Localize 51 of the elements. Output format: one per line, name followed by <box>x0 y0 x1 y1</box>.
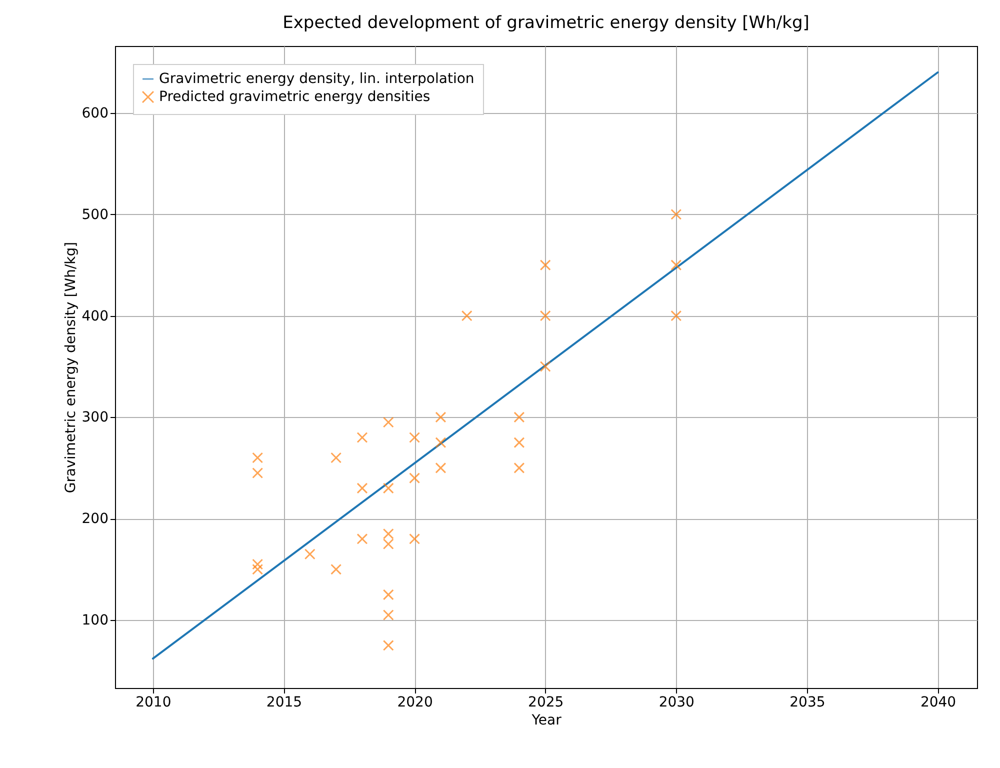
point <box>382 640 394 651</box>
y-tick-label: 300 <box>82 410 108 426</box>
x-tick-label: 2015 <box>266 694 302 710</box>
point <box>461 310 472 322</box>
point <box>382 589 394 600</box>
point <box>304 548 316 560</box>
point <box>382 482 394 494</box>
point <box>382 528 394 540</box>
x-tick-label: 2035 <box>790 694 826 710</box>
point <box>382 609 394 620</box>
point <box>252 564 264 575</box>
y-tick-label: 600 <box>82 105 108 122</box>
point <box>514 437 525 448</box>
x-axis-title: Year <box>530 712 562 728</box>
chart-title: Expected development of gravimetric energy density [Wh/kg] <box>282 13 810 33</box>
point <box>540 260 551 271</box>
point <box>670 310 682 322</box>
x-tick-label: 2030 <box>658 694 694 710</box>
point <box>540 361 551 372</box>
x-tick-label: 2040 <box>920 694 956 710</box>
point <box>435 412 446 423</box>
y-tick-label: 200 <box>82 511 108 528</box>
point <box>409 432 420 443</box>
x-tick-label: 2025 <box>528 694 564 710</box>
point <box>514 462 525 474</box>
point <box>409 472 420 484</box>
y-tick-label: 100 <box>82 612 108 629</box>
point <box>356 432 368 443</box>
point <box>356 482 368 494</box>
x-tick-label: 2010 <box>136 694 172 710</box>
point <box>330 564 342 575</box>
point <box>670 208 682 220</box>
point <box>435 437 446 448</box>
point <box>382 538 394 550</box>
point <box>540 310 551 322</box>
y-axis-title: Gravimetric energy density [Wh/kg] <box>62 242 79 494</box>
point <box>330 452 342 464</box>
y-tick-label: 500 <box>82 206 108 223</box>
x-tick-label: 2020 <box>397 694 433 710</box>
point <box>514 412 525 423</box>
point <box>382 416 394 428</box>
y-tick-label: 400 <box>82 308 108 324</box>
point <box>252 467 264 478</box>
legend-label: Predicted gravimetric energy densities <box>159 89 430 105</box>
point <box>409 533 420 544</box>
legend-label: Gravimetric energy density, lin. interpolation <box>159 71 474 87</box>
point <box>356 533 368 544</box>
point <box>252 452 264 464</box>
point <box>435 462 446 474</box>
point <box>670 260 682 271</box>
point <box>252 558 264 570</box>
